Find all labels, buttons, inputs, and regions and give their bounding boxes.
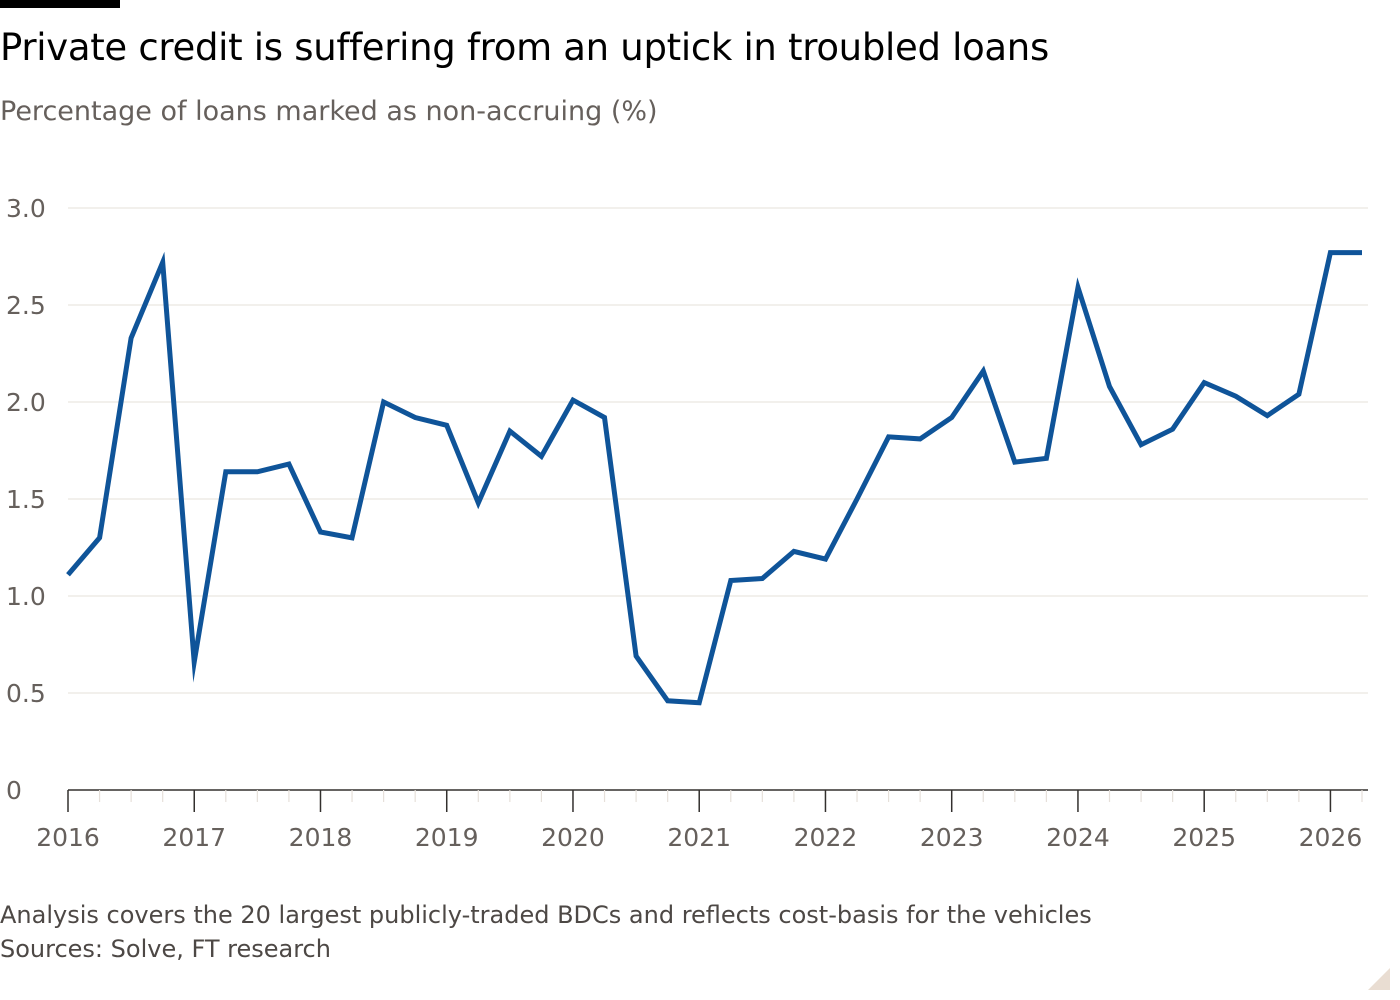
chart-subtitle: Percentage of loans marked as non-accrui… [0,96,658,127]
y-tick-label: 2.0 [6,388,46,417]
x-tick-label: 2019 [415,823,479,852]
y-tick-label: 1.0 [6,582,46,611]
brand-bar [0,0,120,8]
chart-title: Private credit is suffering from an upti… [0,26,1049,69]
corner-mark [1368,968,1390,990]
x-tick-label: 2023 [920,823,984,852]
x-tick-label: 2025 [1172,823,1236,852]
x-tick-label: 2021 [667,823,731,852]
x-tick-label: 2016 [36,823,100,852]
y-axis: 0 0.5 1.0 1.5 2.0 2.5 3.0 [6,194,46,805]
x-tick-label: 2022 [794,823,858,852]
x-tick-label: 2020 [541,823,605,852]
footnote: Analysis covers the 20 largest publicly-… [0,901,1092,929]
y-tick-label: 1.5 [6,485,46,514]
y-tick-label: 0.5 [6,679,46,708]
x-tick-label: 2024 [1046,823,1110,852]
series-group [66,250,1362,706]
gridlines [68,207,1368,694]
chart-footer: Analysis covers the 20 largest publicly-… [0,898,1092,966]
line-chart: 0 0.5 1.0 1.5 2.0 2.5 3.0 2016 2017 2018 2019 2020… [6,194,1368,852]
x-tick-label: 2026 [1299,823,1363,852]
x-axis: 2016 2017 2018 2019 2020 2021 2022 2023 2024 2025… [36,789,1368,852]
series-line [66,250,1362,706]
x-tick-label: 2018 [289,823,353,852]
y-tick-label: 2.5 [6,291,46,320]
y-tick-label: 0 [6,776,22,805]
y-tick-label: 3.0 [6,194,46,223]
x-tick-label: 2017 [162,823,226,852]
source-note: Sources: Solve, FT research [0,935,331,963]
